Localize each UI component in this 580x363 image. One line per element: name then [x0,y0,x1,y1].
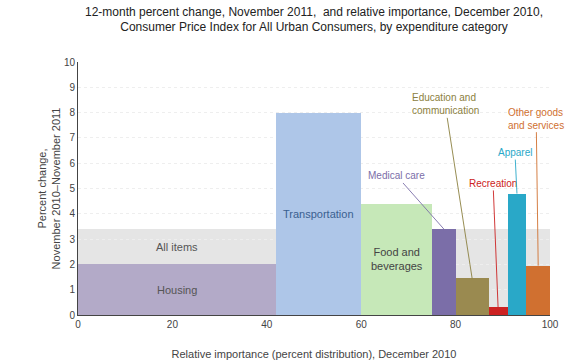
svg-text:Recreation: Recreation [469,178,517,189]
svg-text:Medical care: Medical care [368,170,425,181]
svg-text:1: 1 [69,284,75,295]
svg-text:4: 4 [69,208,75,219]
svg-text:60: 60 [356,319,368,330]
svg-text:7: 7 [69,132,75,143]
svg-text:9: 9 [69,82,75,93]
svg-text:3: 3 [69,234,75,245]
svg-text:Other goodsand services: Other goodsand services [508,107,564,131]
svg-text:Apparel: Apparel [498,147,532,158]
svg-text:100: 100 [542,319,559,330]
svg-text:5: 5 [69,183,75,194]
svg-text:0: 0 [75,319,81,330]
svg-text:All items: All items [156,241,198,253]
svg-text:2: 2 [69,259,75,270]
svg-text:6: 6 [69,158,75,169]
svg-text:10: 10 [64,57,76,68]
svg-text:20: 20 [167,319,179,330]
svg-text:0: 0 [69,310,75,321]
svg-text:8: 8 [69,107,75,118]
svg-text:Food andbeverages: Food andbeverages [371,246,423,272]
svg-text:12-month percent change, Novem: 12-month percent change, November 2011, … [85,5,543,35]
svg-text:Relative importance (percent d: Relative importance (percent distributio… [172,348,457,360]
svg-text:Education andcommunication: Education andcommunication [412,92,479,116]
svg-text:Housing: Housing [157,284,197,296]
svg-text:Percent change,November 2010–N: Percent change,November 2010–November 20… [36,108,62,270]
svg-text:40: 40 [261,319,273,330]
svg-text:80: 80 [450,319,462,330]
svg-text:Transportation: Transportation [283,208,354,220]
